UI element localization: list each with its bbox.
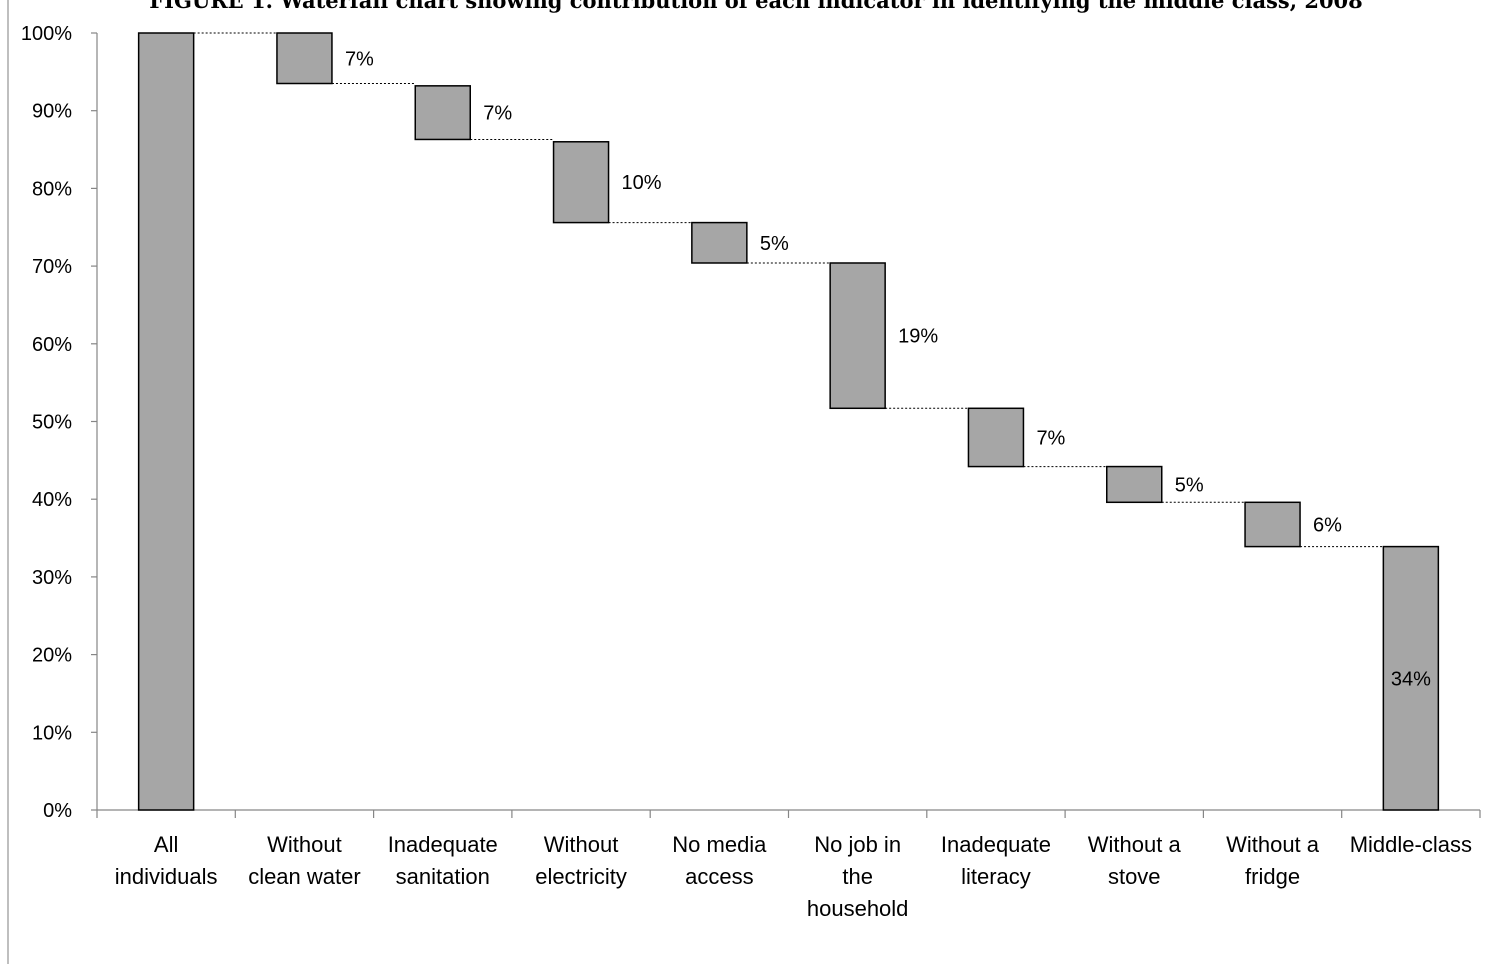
- category-label: Middle-class: [1350, 832, 1472, 857]
- y-tick-label: 50%: [32, 412, 72, 434]
- y-tick-label: 40%: [32, 489, 72, 511]
- data-label: 5%: [1175, 474, 1204, 496]
- y-tick-label: 90%: [32, 101, 72, 123]
- category-label: Without clean water: [248, 832, 361, 889]
- data-label: 7%: [483, 103, 512, 125]
- chart-title: FIGURE 1. Waterfall chart showing contri…: [149, 0, 1363, 13]
- data-label: 10%: [622, 172, 662, 194]
- category-label-line: All: [154, 832, 178, 857]
- category-label-line: Without: [544, 832, 619, 857]
- category-label: Without a stove: [1088, 832, 1182, 889]
- category-label-line: Without a: [1226, 832, 1320, 857]
- category-label-line: literacy: [961, 864, 1031, 889]
- category-label-line: sanitation: [396, 864, 490, 889]
- category-label-line: access: [685, 864, 753, 889]
- bar: [1382, 545, 1440, 811]
- category-label-line: the: [842, 864, 873, 889]
- category-label: All individuals: [115, 832, 218, 889]
- y-tick-label: 0%: [43, 800, 72, 822]
- bar: [276, 32, 333, 85]
- y-tick-label: 70%: [32, 256, 72, 278]
- category-label-line: No media: [672, 832, 767, 857]
- category-label-line: Inadequate: [941, 832, 1051, 857]
- bar: [552, 141, 610, 224]
- category-label-line: household: [807, 896, 909, 921]
- y-tick-label: 10%: [32, 722, 72, 744]
- category-label: No job in the household: [807, 832, 909, 921]
- category-label: Without electricity: [535, 832, 627, 889]
- category-label-line: Inadequate: [388, 832, 498, 857]
- category-label-line: No job in: [814, 832, 901, 857]
- category-label-line: fridge: [1245, 864, 1300, 889]
- category-label-line: individuals: [115, 864, 218, 889]
- y-tick-label: 60%: [32, 334, 72, 356]
- category-label-line: Middle-class: [1350, 832, 1472, 857]
- data-label: 5%: [760, 233, 789, 255]
- bars: [137, 32, 1440, 811]
- category-label: No media access: [672, 832, 767, 889]
- category-labels: All individuals Without clean water Inadequa…: [115, 832, 1472, 921]
- data-label: 7%: [1036, 427, 1065, 449]
- data-label: 34%: [1391, 668, 1431, 690]
- axes: 0% 10% 20% 30% 40% 50% 60% 70% 80% 90% 100%: [7, 0, 1481, 964]
- data-label: 19%: [898, 326, 938, 348]
- category-label: Without a fridge: [1226, 832, 1320, 889]
- bar: [137, 32, 195, 811]
- y-tick-label: 20%: [32, 645, 72, 667]
- category-label-line: Without: [267, 832, 342, 857]
- y-tick-label: 100%: [21, 23, 72, 45]
- bar: [829, 262, 886, 410]
- category-label: Inadequate literacy: [941, 832, 1051, 889]
- bar: [1244, 501, 1301, 548]
- bar: [414, 85, 471, 141]
- connector-lines: [193, 32, 1384, 548]
- data-label: 6%: [1313, 514, 1342, 536]
- category-label-line: Without a: [1088, 832, 1182, 857]
- y-tick-label: 30%: [32, 567, 72, 589]
- bar: [1106, 465, 1163, 504]
- bar: [691, 221, 748, 264]
- category-label-line: stove: [1108, 864, 1161, 889]
- y-tick-label: 80%: [32, 178, 72, 200]
- category-label-line: electricity: [535, 864, 627, 889]
- data-label: 7%: [345, 48, 374, 70]
- bar: [967, 407, 1025, 468]
- category-label: Inadequate sanitation: [388, 832, 498, 889]
- data-labels: 7% 7% 10% 5% 19% 7% 5% 6% 34%: [345, 48, 1431, 690]
- category-label-line: clean water: [248, 864, 361, 889]
